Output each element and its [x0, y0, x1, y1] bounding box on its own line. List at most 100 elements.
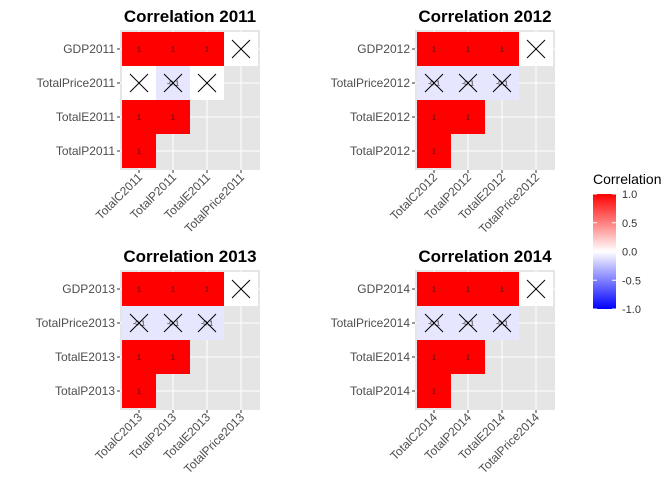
- cell-fill: [417, 374, 451, 408]
- y-tick-label: TotalP2013: [55, 384, 115, 398]
- heatmap-cell: 1: [190, 32, 224, 66]
- heatmap-cell: 1: [451, 272, 485, 306]
- heatmap-panel-2012: Correlation 2012 1 1 1 -0.1 -0.1 -0.1 1 1 1 GDP201…: [331, 7, 555, 236]
- cell-fill: [451, 272, 485, 306]
- heatmap-cell: -0.1: [417, 306, 451, 340]
- cell-fill: [451, 340, 485, 374]
- cell-value-label: 1: [466, 47, 470, 54]
- nonsignificant-cross-mark: [163, 73, 183, 93]
- y-tick-label: TotalE2014: [350, 350, 410, 364]
- cell-fill: [122, 100, 156, 134]
- legend-tick-label: 0.5: [622, 218, 637, 230]
- cell-value-label: 1: [137, 287, 141, 294]
- cell-value-label: 1: [432, 149, 436, 156]
- y-tick-label: TotalP2014: [350, 384, 410, 398]
- legend-color-bar: [593, 194, 616, 309]
- cell-value-label: -0.1: [496, 81, 508, 88]
- heatmap-cell: 1: [417, 100, 451, 134]
- cell-fill: [451, 100, 485, 134]
- heatmap-cell: [519, 272, 553, 306]
- y-tick-label: TotalPrice2013: [36, 316, 116, 330]
- nonsignificant-cross-mark: [458, 313, 478, 333]
- x-tick-label: TotalPrice2014: [476, 410, 542, 476]
- cell-value-label: 1: [466, 287, 470, 294]
- y-tick-label: TotalE2012: [350, 110, 410, 124]
- cell-fill: [417, 32, 451, 66]
- heatmap-cell: -0.1: [156, 306, 190, 340]
- cell-fill: [485, 272, 519, 306]
- heatmap-cell: [122, 66, 156, 100]
- cell-value-label: 1: [432, 287, 436, 294]
- heatmap-cell: 1: [122, 374, 156, 408]
- heatmap-cell: 1: [451, 100, 485, 134]
- y-tick-label: TotalP2012: [350, 144, 410, 158]
- cell-fill: [417, 134, 451, 168]
- heatmap-cell: [224, 272, 258, 306]
- heatmap-cell: 1: [417, 32, 451, 66]
- cell-fill: [451, 32, 485, 66]
- heatmap-cell: 1: [122, 100, 156, 134]
- heatmap-cell: 1: [122, 340, 156, 374]
- heatmap-cell: -0.1: [417, 66, 451, 100]
- y-tick-label: TotalPrice2014: [331, 316, 411, 330]
- heatmap-cell: 1: [451, 340, 485, 374]
- heatmap-cell: 1: [417, 374, 451, 408]
- y-tick-label: TotalP2011: [56, 144, 115, 158]
- chart-title-2013: Correlation 2013: [123, 247, 256, 266]
- cell-value-label: 1: [137, 115, 141, 122]
- cell-value-label: 1: [432, 389, 436, 396]
- heatmap-cell: -0.1: [190, 306, 224, 340]
- heatmap-cell: 1: [156, 272, 190, 306]
- heatmap-cell: 1: [417, 134, 451, 168]
- heatmap-cell: 1: [122, 32, 156, 66]
- cell-fill: [156, 340, 190, 374]
- cell-value-label: 1: [432, 355, 436, 362]
- y-tick-label: TotalPrice2012: [331, 76, 411, 90]
- cell-value-label: -0.1: [462, 81, 474, 88]
- nonsignificant-cross-mark: [526, 279, 546, 299]
- nonsignificant-cross-mark: [492, 313, 512, 333]
- chart-title-2012: Correlation 2012: [418, 7, 551, 26]
- nonsignificant-cross-mark: [458, 73, 478, 93]
- legend-title: Correlation: [593, 171, 661, 187]
- y-tick-label: TotalPrice2011: [37, 76, 116, 90]
- cell-value-label: 1: [466, 355, 470, 362]
- cell-value-label: 1: [137, 47, 141, 54]
- cell-value-label: -0.1: [201, 321, 213, 328]
- cell-fill: [156, 100, 190, 134]
- cell-value-label: -0.1: [462, 321, 474, 328]
- cell-fill: [190, 272, 224, 306]
- cell-fill: [122, 340, 156, 374]
- cell-value-label: 1: [171, 47, 175, 54]
- cell-fill: [485, 32, 519, 66]
- heatmap-cell: 1: [156, 100, 190, 134]
- cell-fill: [190, 32, 224, 66]
- cell-value-label: 1: [500, 47, 504, 54]
- cell-value-label: -0.1: [133, 321, 145, 328]
- cell-value-label: 1: [432, 47, 436, 54]
- heatmap-cell: [190, 66, 224, 100]
- cell-value-label: 1: [171, 115, 175, 122]
- color-legend: Correlation 1.0 0.5 0.0 -0.5 -1.0: [593, 171, 661, 316]
- cell-value-label: 1: [171, 355, 175, 362]
- heatmap-cell: 1: [485, 272, 519, 306]
- heatmap-cell: 1: [156, 340, 190, 374]
- nonsignificant-cross-mark: [231, 39, 251, 59]
- cell-fill: [156, 32, 190, 66]
- cell-fill: [122, 134, 156, 168]
- heatmap-cell: 1: [417, 272, 451, 306]
- cell-value-label: 1: [137, 389, 141, 396]
- heatmap-panel-2014: Correlation 2014 1 1 1 -0.1 -0.1 -0.1 1 1 1 GDP201…: [331, 247, 555, 476]
- cell-fill: [417, 340, 451, 374]
- heatmap-cell: [224, 32, 258, 66]
- y-tick-label: GDP2013: [62, 282, 115, 296]
- x-tick-label: TotalPrice2012: [476, 170, 542, 236]
- x-tick-label: TotalPrice2011: [182, 170, 248, 236]
- cell-value-label: 1: [205, 47, 209, 54]
- heatmap-panel-2011: Correlation 2011 1 1 1 -0.1 1 1 1 GDP2011 TotalPr…: [37, 7, 260, 236]
- heatmap-cell: 1: [485, 32, 519, 66]
- heatmap-panel-2013: Correlation 2013 1 1 1 -0.1 -0.1 -0.1 1 1 1 GDP201…: [36, 247, 260, 476]
- y-tick-label: GDP2011: [63, 42, 115, 56]
- y-tick-label: TotalE2013: [55, 350, 115, 364]
